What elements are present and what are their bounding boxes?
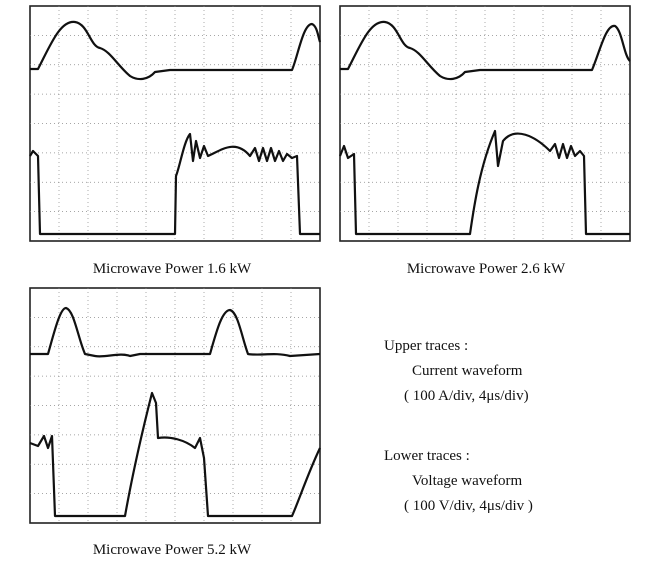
voltage-trace <box>29 391 321 518</box>
legend-text: ( 100 A/div, 4μs/div) <box>404 388 529 404</box>
oscilloscope-panel <box>29 287 321 524</box>
legend-heading: Lower traces : <box>384 448 470 464</box>
panel-caption: Microwave Power 1.6 kW <box>93 261 252 277</box>
voltage-trace <box>338 129 630 236</box>
legend-text: Voltage waveform <box>412 473 522 489</box>
oscilloscope-panel <box>29 5 322 242</box>
oscilloscope-panel <box>338 5 631 242</box>
current-trace <box>340 20 631 81</box>
voltage-trace <box>29 132 320 236</box>
legend-heading: Upper traces : <box>384 338 468 354</box>
legend-text: ( 100 V/div, 4μs/div ) <box>404 498 533 514</box>
current-trace <box>30 20 322 81</box>
current-trace <box>30 306 321 358</box>
legend-text: Current waveform <box>412 363 523 379</box>
panel-caption: Microwave Power 2.6 kW <box>407 261 566 277</box>
panel-caption: Microwave Power 5.2 kW <box>93 542 252 558</box>
